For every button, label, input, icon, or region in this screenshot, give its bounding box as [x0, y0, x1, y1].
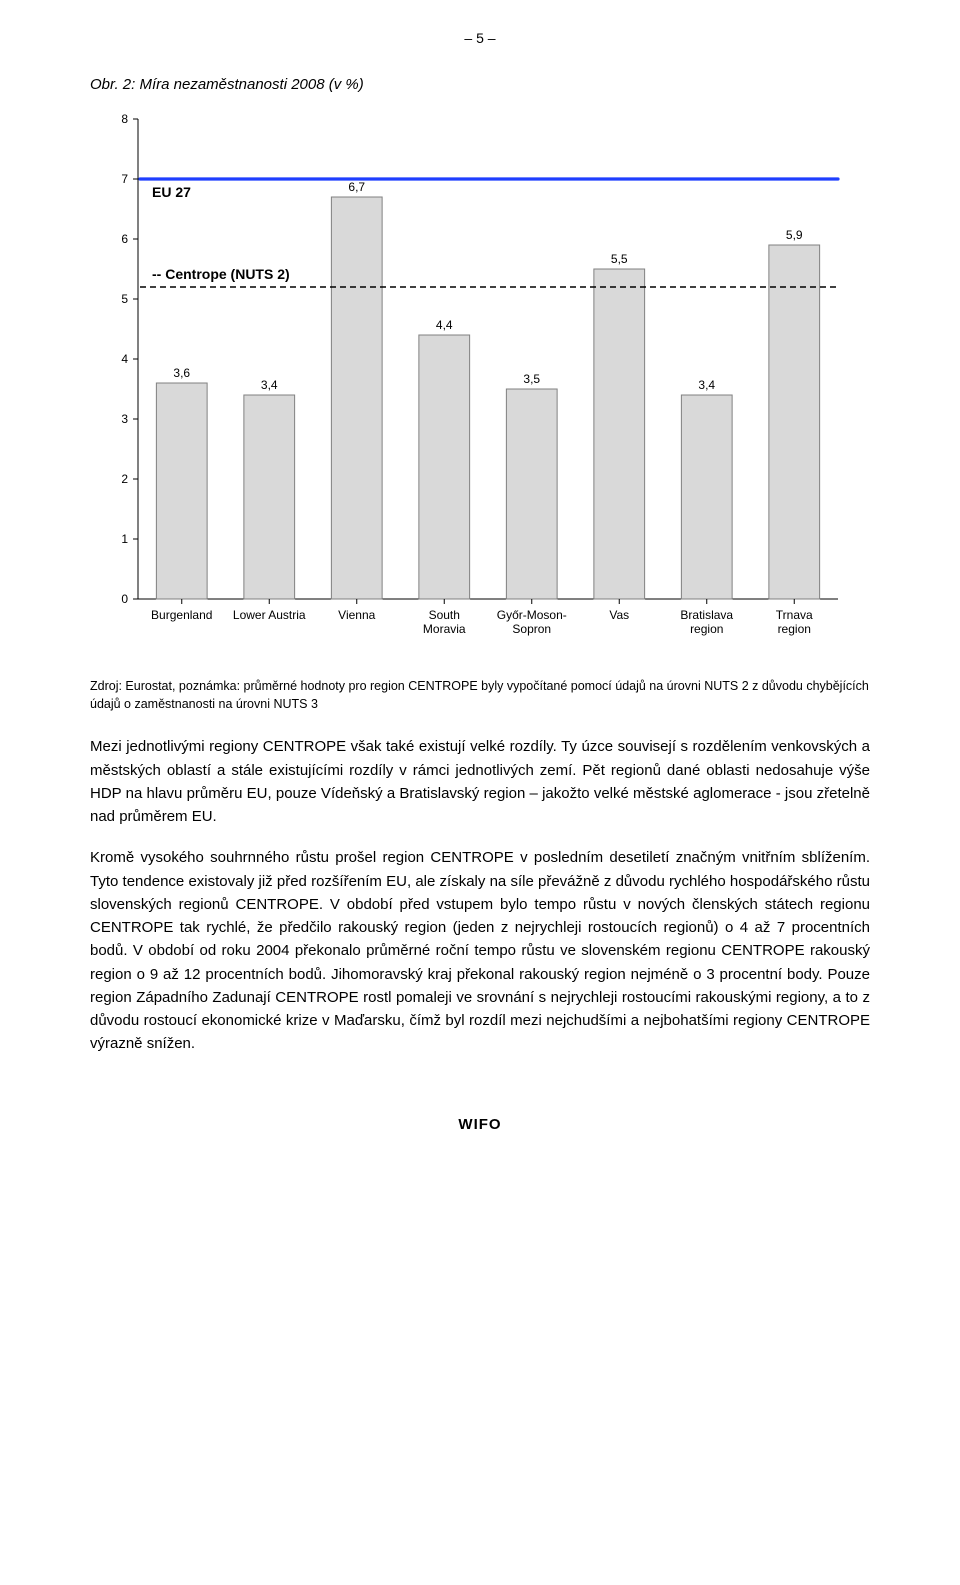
svg-text:Moravia: Moravia	[423, 622, 466, 636]
svg-text:region: region	[690, 622, 723, 636]
svg-text:3: 3	[121, 412, 128, 426]
svg-text:South: South	[429, 608, 460, 622]
svg-text:1: 1	[121, 532, 128, 546]
svg-text:Győr-Moson-: Győr-Moson-	[497, 608, 567, 622]
figure-title: Obr. 2: Míra nezaměstnanosti 2008 (v %)	[90, 76, 870, 93]
svg-text:Vienna: Vienna	[338, 608, 375, 622]
svg-text:3,6: 3,6	[173, 366, 190, 380]
svg-text:6,7: 6,7	[348, 180, 365, 194]
svg-text:-- Centrope (NUTS 2): -- Centrope (NUTS 2)	[152, 266, 290, 282]
svg-text:4: 4	[121, 352, 128, 366]
svg-text:Vas: Vas	[609, 608, 629, 622]
svg-text:3,4: 3,4	[261, 378, 278, 392]
body-paragraph-1: Mezi jednotlivými regiony CENTROPE však …	[90, 735, 870, 828]
svg-text:4,4: 4,4	[436, 318, 453, 332]
page-number: – 5 –	[90, 30, 870, 46]
svg-text:region: region	[778, 622, 811, 636]
svg-text:2: 2	[121, 472, 128, 486]
source-note: Zdroj: Eurostat, poznámka: průměrné hodn…	[90, 677, 870, 713]
svg-text:Burgenland: Burgenland	[151, 608, 212, 622]
svg-text:5,9: 5,9	[786, 228, 803, 242]
svg-text:5,5: 5,5	[611, 252, 628, 266]
footer-logo: WIFO	[90, 1116, 870, 1133]
svg-text:5: 5	[121, 292, 128, 306]
svg-text:3,4: 3,4	[698, 378, 715, 392]
svg-text:Bratislava: Bratislava	[680, 608, 733, 622]
body-paragraph-2: Kromě vysokého souhrnného růstu prošel r…	[90, 846, 870, 1055]
svg-text:8: 8	[121, 112, 128, 126]
svg-text:Trnava: Trnava	[776, 608, 813, 622]
svg-text:Lower Austria: Lower Austria	[233, 608, 306, 622]
svg-text:3,5: 3,5	[523, 372, 540, 386]
svg-text:0: 0	[121, 592, 128, 606]
svg-text:6: 6	[121, 232, 128, 246]
svg-text:7: 7	[121, 172, 128, 186]
svg-text:EU 27: EU 27	[152, 184, 191, 200]
bar-chart: 0 1 2 3 4 5 6 7 8 3,6 Burgenland 3,4 Lower Austria 6,…	[90, 107, 870, 667]
svg-text:Sopron: Sopron	[512, 622, 551, 636]
